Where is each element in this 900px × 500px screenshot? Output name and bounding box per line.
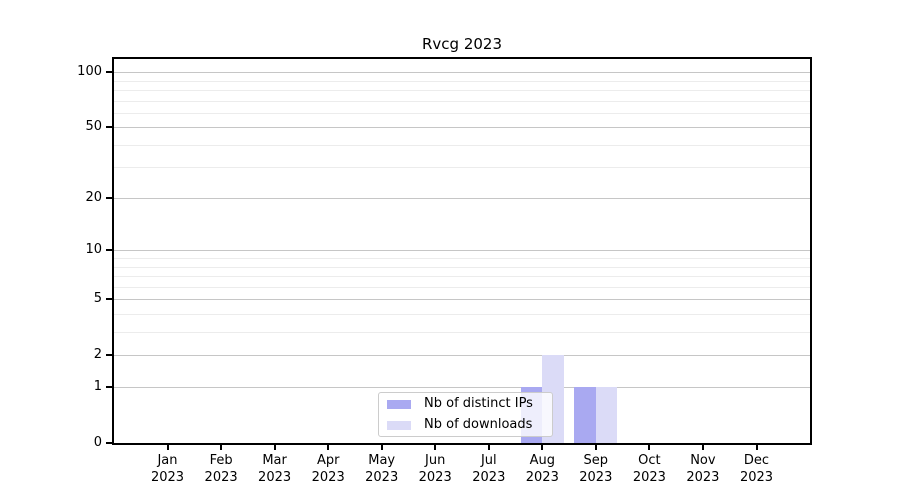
x-tick-label: Oct 2023 xyxy=(632,453,666,485)
y-tick-label: 100 xyxy=(77,64,102,80)
y-tick-mark xyxy=(106,442,112,444)
x-tick-mark xyxy=(541,445,544,450)
minor-gridline xyxy=(114,167,810,169)
minor-gridline xyxy=(114,258,810,259)
x-tick-mark xyxy=(327,445,330,450)
x-tick-mark xyxy=(594,445,597,450)
legend-swatch-downloads-icon xyxy=(387,420,411,430)
x-tick-mark xyxy=(380,445,383,450)
y-tick-label: 20 xyxy=(85,190,102,206)
legend-entry-distinct-ips: Nb of distinct IPs xyxy=(379,395,552,413)
chart-title: Rvcg 2023 xyxy=(421,35,502,53)
minor-gridline xyxy=(114,89,810,91)
y-tick-mark xyxy=(106,249,112,252)
legend: Nb of distinct IPs Nb of downloads xyxy=(378,392,553,437)
x-tick-label: Dec 2023 xyxy=(739,453,774,485)
y-tick-mark xyxy=(106,353,112,356)
x-tick-mark xyxy=(220,445,223,450)
x-tick-mark xyxy=(273,445,276,450)
legend-swatch-distinct-ips-icon xyxy=(387,399,411,409)
major-gridline xyxy=(114,299,810,300)
minor-gridline xyxy=(114,112,810,114)
x-tick-mark xyxy=(166,445,169,450)
major-gridline xyxy=(114,198,810,200)
x-tick-label: Aug 2023 xyxy=(525,453,559,485)
y-tick-label: 10 xyxy=(85,242,102,258)
major-gridline xyxy=(114,127,810,129)
major-gridline xyxy=(114,250,810,252)
minor-gridline xyxy=(114,80,810,82)
y-tick-mark xyxy=(106,298,112,300)
minor-gridline xyxy=(114,266,810,268)
legend-label-downloads: Nb of downloads xyxy=(424,417,533,432)
major-gridline xyxy=(114,387,810,389)
x-tick-label: Jul 2023 xyxy=(472,453,506,485)
legend-label-distinct-ips: Nb of distinct IPs xyxy=(424,396,533,411)
x-tick-mark xyxy=(487,445,490,450)
y-tick-mark xyxy=(106,386,112,389)
minor-gridline xyxy=(114,100,810,102)
x-tick-label: Jan 2023 xyxy=(150,453,185,485)
major-gridline xyxy=(114,72,810,74)
y-tick-mark xyxy=(106,197,112,200)
legend-entry-downloads: Nb of downloads xyxy=(379,416,552,434)
y-tick-mark xyxy=(106,71,112,74)
x-tick-label: Apr 2023 xyxy=(311,453,345,485)
x-tick-label: Feb 2023 xyxy=(204,453,238,485)
x-tick-mark xyxy=(755,445,758,450)
x-tick-mark xyxy=(648,445,651,450)
y-tick-label: 2 xyxy=(93,346,102,362)
minor-gridline xyxy=(114,275,810,277)
x-tick-label: Jun 2023 xyxy=(418,453,452,485)
minor-gridline xyxy=(114,313,810,315)
y-tick-label: 1 xyxy=(93,379,102,395)
major-gridline xyxy=(114,354,810,356)
bar-nb-of-distinct-ips-sep-2023 xyxy=(574,387,596,443)
x-tick-label: Nov 2023 xyxy=(686,453,720,485)
x-tick-label: May 2023 xyxy=(365,453,399,485)
bar-nb-of-downloads-sep-2023 xyxy=(595,387,618,443)
x-tick-label: Mar 2023 xyxy=(258,453,292,485)
x-tick-mark xyxy=(701,445,704,450)
minor-gridline xyxy=(114,331,810,333)
minor-gridline xyxy=(114,144,810,146)
y-tick-label: 5 xyxy=(93,291,102,306)
minor-gridline xyxy=(114,286,810,288)
y-tick-label: 0 xyxy=(93,435,102,450)
x-tick-mark xyxy=(434,445,437,450)
y-tick-mark xyxy=(106,126,112,129)
x-tick-label: Sep 2023 xyxy=(579,453,613,485)
y-tick-label: 50 xyxy=(85,119,102,135)
plot-area xyxy=(112,57,812,445)
